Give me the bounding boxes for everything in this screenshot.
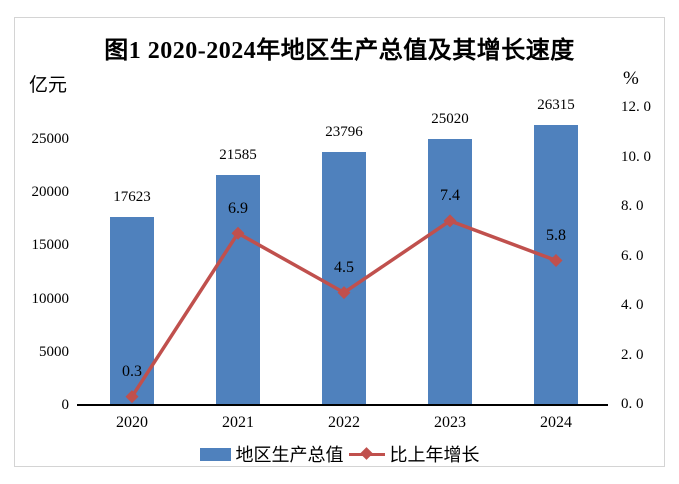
left-axis-tick: 10000 xyxy=(31,290,70,307)
x-axis-line xyxy=(77,403,608,406)
bar-value-label: 25020 xyxy=(431,110,469,127)
line-value-label: 7.4 xyxy=(440,187,460,205)
x-axis-category-label: 2024 xyxy=(540,414,572,431)
right-axis-tick: 4. 0 xyxy=(621,297,644,313)
legend-item-gdp: 地区生产总值 xyxy=(199,441,344,467)
right-axis-tick: 8. 0 xyxy=(621,198,644,214)
bar xyxy=(428,138,472,405)
legend: 地区生产总值 比上年增长 xyxy=(15,441,664,467)
left-axis-tick: 5000 xyxy=(39,343,69,360)
legend-label-gdp: 地区生产总值 xyxy=(235,445,344,465)
right-axis-tick: 6. 0 xyxy=(621,247,644,264)
bar-value-label: 26315 xyxy=(537,97,575,113)
legend-item-growth: 比上年增长 xyxy=(348,441,480,467)
left-axis-tick: 20000 xyxy=(31,184,70,201)
left-axis-tick: 15000 xyxy=(31,237,70,254)
line-value-label: 4.5 xyxy=(334,259,354,277)
x-axis-category-label: 2020 xyxy=(116,414,148,431)
right-axis-tick: 2. 0 xyxy=(621,346,644,363)
bar-value-label: 17623 xyxy=(113,189,151,206)
right-axis-tick: 10. 0 xyxy=(621,148,651,165)
chart-title: 图1 2020-2024年地区生产总值及其增长速度 xyxy=(104,38,575,64)
line-series-marker-icon xyxy=(348,447,385,461)
left-axis-tick: 25000 xyxy=(31,131,70,147)
left-axis-tick: 0 xyxy=(61,397,70,413)
line-value-label: 5.8 xyxy=(546,226,566,244)
right-axis-tick: 12. 0 xyxy=(621,99,651,115)
bar-value-label: 21585 xyxy=(219,147,257,164)
bar xyxy=(322,151,366,405)
right-axis-tick: 0. 0 xyxy=(621,396,644,412)
x-axis-category-label: 2022 xyxy=(328,414,360,431)
bar-series-swatch-icon xyxy=(199,447,231,461)
left-axis-unit-label: 亿元 xyxy=(29,75,68,96)
x-axis-category-label: 2023 xyxy=(434,414,466,431)
chart-frame: 图1 2020-2024年地区生产总值及其增长速度 亿元 % 0 5000 1000… xyxy=(14,17,665,467)
line-value-label: 0.3 xyxy=(122,363,142,381)
bar xyxy=(534,125,578,405)
legend-label-growth: 比上年增长 xyxy=(389,445,480,465)
bar-value-label: 23796 xyxy=(325,123,363,140)
x-axis-category-label: 2021 xyxy=(222,414,254,431)
line-value-label: 6.9 xyxy=(228,199,248,217)
right-axis-unit-label: % xyxy=(623,68,639,89)
